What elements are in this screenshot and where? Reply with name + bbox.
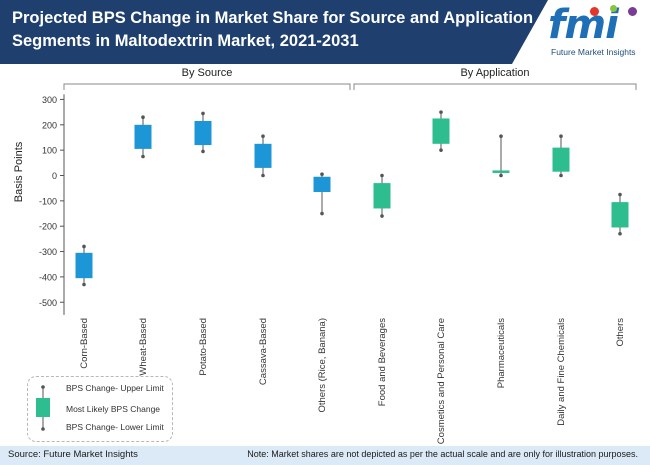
likely-range-box	[194, 120, 212, 146]
lower-limit-dot	[499, 173, 503, 178]
box-plot-item	[75, 244, 93, 287]
upper-limit-dot	[618, 192, 622, 197]
legend-upper-dot	[41, 385, 45, 389]
y-tick-label: 200	[42, 120, 57, 130]
likely-range-box	[373, 183, 391, 209]
upper-limit-dot	[320, 172, 324, 177]
logo-tagline: Future Market Insights	[551, 47, 636, 57]
y-tick-label: -200	[39, 222, 57, 232]
upper-limit-dot	[439, 110, 443, 114]
legend-mid-label: Most Likely BPS Change	[66, 404, 161, 414]
logo-dot-purple	[628, 7, 637, 16]
footer: Source: Future Market Insights Note: Mar…	[0, 446, 650, 465]
y-tick-label: 300	[42, 95, 57, 105]
upper-limit-dot	[141, 115, 145, 119]
box-plot-item	[194, 111, 212, 154]
likely-range-box	[432, 118, 450, 144]
group-label: By Application	[460, 67, 529, 79]
footer-note: Note: Market shares are not depicted as …	[247, 449, 638, 459]
box-plot-item	[134, 115, 152, 159]
header-band	[0, 0, 548, 64]
likely-range-box	[611, 202, 629, 228]
chart-header: Projected BPS Change in Market Share for…	[0, 0, 650, 64]
category-label-layer: Corn-Based Wheat-Based Potato-Based Cassava…	[79, 318, 626, 444]
group-label: By Source	[182, 67, 233, 79]
y-tick-label: -100	[39, 196, 57, 206]
fmi-logo: fmi Future Market Insights	[548, 4, 650, 62]
lower-limit-dot	[380, 214, 384, 218]
y-tick-label: -400	[39, 272, 57, 282]
lower-limit-dot	[141, 154, 145, 159]
lower-limit-dot	[201, 149, 205, 154]
legend-upper-label: BPS Change- Upper Limit	[66, 383, 164, 393]
category-label: Corn-Based	[79, 318, 90, 369]
upper-limit-dot	[559, 134, 563, 139]
logo-mark: fmi	[548, 2, 619, 48]
box-plot-item	[254, 134, 272, 178]
logo-dot-red	[590, 7, 599, 16]
footer-source: Source: Future Market Insights	[8, 449, 138, 460]
box-plot-item	[432, 110, 450, 152]
legend: BPS Change- Upper Limit Most Likely BPS …	[27, 376, 173, 442]
likely-range-box	[254, 143, 272, 168]
legend-box-swatch	[36, 398, 50, 417]
box-plot-item	[552, 134, 570, 178]
y-tick-label: 0	[52, 171, 57, 181]
likely-range-box	[552, 147, 570, 172]
y-tick-label: -300	[39, 247, 57, 257]
upper-limit-dot	[201, 111, 205, 116]
category-label: Cassava-Based	[258, 318, 269, 385]
legend-lower-label: BPS Change- Lower Limit	[66, 422, 164, 432]
upper-limit-dot	[499, 134, 503, 139]
lower-limit-dot	[320, 211, 324, 216]
header-band-shape	[0, 0, 548, 64]
y-tick-label: 100	[42, 146, 57, 156]
box-layer	[75, 110, 629, 287]
lower-limit-dot	[618, 232, 622, 236]
logo-dot-green	[610, 5, 617, 12]
likely-range-box	[75, 252, 93, 279]
category-label: Food and Beverages	[377, 318, 388, 406]
chart-plot: 300 200 100 0 -100 -200 -300 -400 -500 By Source…	[13, 67, 637, 444]
category-label: Daily and Fine Chemicals	[556, 318, 567, 426]
upper-limit-dot	[261, 134, 265, 139]
chart-title-line-2: Segments in Maltodextrin Market, 2021-20…	[12, 32, 359, 50]
box-plot-item	[492, 134, 510, 178]
lower-limit-dot	[82, 282, 86, 287]
y-axis-label: Basis Points	[13, 141, 25, 202]
lower-limit-dot	[559, 173, 563, 178]
group-bracket-layer: By Source By Application	[63, 67, 637, 90]
likely-range-box	[492, 170, 510, 173]
box-plot-item	[313, 172, 331, 216]
category-label: Others	[615, 318, 626, 347]
category-label: Wheat-Based	[138, 318, 149, 376]
category-label: Potato-Based	[198, 318, 209, 376]
category-label: Others (Rice, Banana)	[317, 318, 328, 413]
axis-layer: 300 200 100 0 -100 -200 -300 -400 -500	[39, 94, 65, 315]
box-plot-item	[373, 173, 391, 218]
group-bracket	[63, 83, 351, 90]
lower-limit-dot	[261, 173, 265, 178]
likely-range-box	[313, 176, 331, 192]
box-plot-item	[611, 192, 629, 236]
upper-limit-dot	[380, 173, 384, 178]
lower-limit-dot	[439, 148, 443, 152]
group-bracket	[353, 83, 637, 90]
likely-range-box	[134, 124, 152, 149]
category-label: Pharmaceuticals	[496, 318, 507, 388]
upper-limit-dot	[82, 244, 86, 249]
y-tick-label: -500	[39, 298, 57, 308]
legend-box-glyph	[36, 385, 50, 431]
legend-lower-dot	[41, 427, 45, 431]
chart-title-line-1: Projected BPS Change in Market Share for…	[12, 9, 534, 27]
category-label: Cosmetics and Personal Care	[436, 318, 447, 444]
